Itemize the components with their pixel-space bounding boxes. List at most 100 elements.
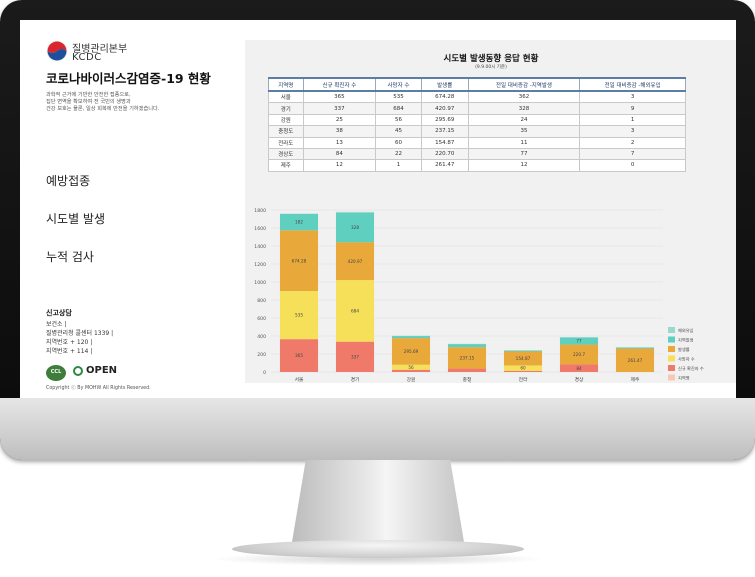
ccl-badge-icon: CCL	[46, 365, 66, 381]
table-cell: 38	[302, 125, 377, 138]
table-row: 서울 365 535 674.28 362 3	[268, 90, 686, 104]
table-cell: 45	[375, 125, 422, 138]
legend-swatch	[668, 374, 675, 381]
description-line: 집단 면역을 확보하여 전 국민의 생명과	[46, 99, 131, 105]
table-row: 충청도 38 45 237.15 35 3	[268, 125, 686, 138]
legend-swatch	[668, 336, 675, 343]
bar-segment	[447, 347, 487, 369]
x-tick-label: 경기	[351, 376, 360, 383]
data-label: 295.69	[404, 349, 419, 354]
page-description: 과학적 근거에 기반한 안전한 접종으로, 집단 면역을 확보하여 전 국민의 …	[46, 92, 226, 113]
table-cell: 261.47	[420, 159, 469, 172]
nav-item-cumulative-tests[interactable]: 누적 검사	[46, 250, 94, 264]
table-cell: 9	[579, 102, 686, 115]
table-cell: 77	[467, 147, 581, 161]
table-cell: 56	[375, 113, 422, 127]
bar-segment	[391, 338, 431, 365]
stacked-bar-chart: 0 200 400 600 800 1000 1200 1400 1600 1800 365 535 6…	[254, 208, 704, 383]
legend-label: 사망자 수	[678, 355, 695, 362]
table-cell: 25	[302, 113, 377, 127]
legend-swatch	[668, 355, 675, 362]
bar-segment	[615, 347, 655, 349]
table-cell: 365	[302, 90, 377, 104]
legend-label: 지역명	[678, 374, 690, 381]
org-name-en: KCDC	[72, 52, 102, 63]
x-tick-label: 경상	[575, 376, 584, 383]
bar-segment	[279, 339, 319, 372]
bar-segment	[503, 365, 543, 371]
table-cell: 서울	[268, 90, 304, 104]
data-label: 420.97	[348, 259, 363, 264]
data-label: 261.47	[628, 358, 643, 363]
table-cell: 전라도	[268, 136, 304, 149]
bar-segment	[279, 291, 319, 340]
y-tick-label: 1600	[254, 226, 266, 232]
copyright: Copyright ⓒ By MOHW All Rights Reserved.	[46, 386, 151, 391]
table-subtitle: (9.9.00시 기준)	[475, 65, 507, 70]
table-cell: 295.69	[420, 113, 469, 127]
table-cell: 경기	[268, 102, 304, 115]
bar-segment	[391, 369, 431, 372]
table-cell: 22	[375, 147, 422, 161]
y-tick-label: 1800	[254, 208, 266, 214]
kcdc-logo-icon	[46, 40, 68, 62]
bar-segment	[391, 335, 431, 339]
x-tick-label: 강원	[407, 376, 416, 383]
table-cell: 3	[579, 90, 686, 104]
table-cell: 84	[302, 147, 377, 161]
table-cell: 12	[302, 159, 377, 172]
x-axis-label: country	[458, 382, 477, 383]
table-cell: 337	[302, 102, 377, 115]
table-row: 전라도 13 60 154.87 11 2	[268, 136, 686, 149]
table-cell: 2	[579, 136, 686, 149]
data-label: 182	[295, 220, 303, 225]
nav-item-vaccination[interactable]: 예방접종	[46, 174, 91, 188]
bar-segment	[503, 370, 543, 372]
table-cell: 제주	[268, 159, 304, 172]
contact-line: 지역번호 + 114 |	[46, 348, 93, 355]
data-label: 365	[295, 353, 303, 358]
data-label: 56	[408, 365, 414, 370]
table-cell: 충청도	[268, 125, 304, 138]
nav-item-regional-outbreak[interactable]: 시도별 발생	[46, 212, 106, 226]
table-cell: 3	[579, 125, 686, 138]
org-name-kr: 질병관리본부	[72, 44, 128, 55]
table-row: 경기 337 684 420.97 328 9	[268, 102, 686, 115]
monitor-chin	[0, 398, 755, 460]
table-cell: 강원	[268, 113, 304, 127]
data-label: 337	[351, 354, 359, 359]
legend-label: 발생률	[678, 346, 690, 352]
table-header-cell: 지역명	[268, 77, 304, 92]
description-line: 과학적 근거에 기반한 안전한 접종으로,	[46, 92, 131, 98]
table-cell: 154.87	[420, 136, 469, 149]
x-tick-label: 제주	[631, 376, 640, 383]
table-cell: 535	[375, 90, 422, 104]
data-label: 674.28	[292, 258, 307, 263]
table-cell: 220.70	[420, 147, 469, 161]
table-header-cell: 사망자 수	[375, 77, 422, 92]
table-cell: 237.15	[420, 125, 469, 138]
bar-segment	[559, 344, 599, 365]
legend-label: 지역발생	[678, 336, 694, 343]
contact-line: 질병관리청 콜센터 1339 |	[46, 330, 114, 337]
table-cell: 328	[467, 102, 581, 115]
table-row: 제주 12 1 261.47 12 0	[268, 159, 686, 172]
table-cell: 684	[375, 102, 422, 115]
data-label: 328	[351, 225, 359, 230]
bar-segment	[559, 337, 599, 345]
bar-segment	[503, 351, 543, 366]
bar-segment	[335, 211, 375, 213]
regional-stats-table: 지역명 신규 확진자 수 사망자 수 발생률 전일 대비증감 -지역발생 전일 대비증감 …	[268, 77, 686, 172]
y-tick-label: 400	[257, 334, 266, 340]
table-row: 경상도 84 22 220.70 77 7	[268, 147, 686, 161]
table-cell: 35	[467, 125, 581, 138]
data-label: 535	[295, 313, 303, 318]
bar-segment	[335, 242, 375, 281]
x-tick-label: 서울	[295, 376, 304, 383]
y-tick-label: 1000	[254, 280, 266, 286]
bar-segment	[279, 230, 319, 291]
x-tick-label: 충청	[463, 376, 472, 383]
table-header-cell: 전일 대비증감 -지역발생	[467, 77, 581, 92]
table-cell: 7	[579, 147, 686, 161]
legend-swatch	[668, 365, 675, 371]
